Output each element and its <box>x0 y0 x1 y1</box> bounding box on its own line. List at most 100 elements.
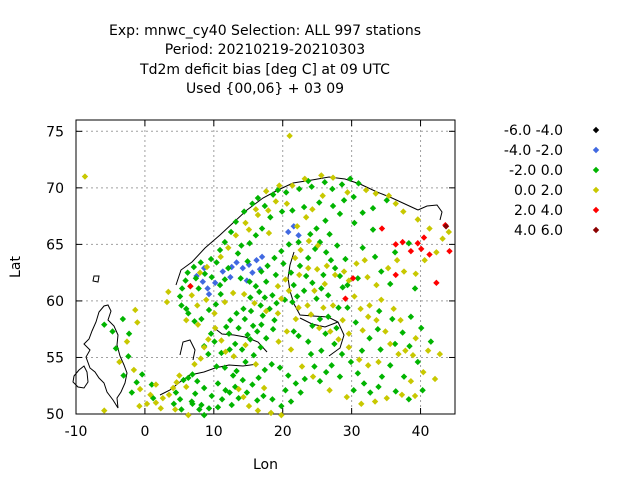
data-point <box>194 378 201 385</box>
data-point <box>276 364 284 371</box>
data-point <box>289 207 296 214</box>
data-point <box>414 216 421 223</box>
data-point <box>273 299 280 307</box>
data-point <box>372 190 379 197</box>
data-point <box>258 268 265 275</box>
data-point <box>101 407 108 414</box>
data-point <box>81 173 89 180</box>
data-point <box>339 316 346 324</box>
data-point <box>283 328 291 335</box>
data-point <box>229 372 237 379</box>
data-point <box>254 407 262 414</box>
legend-label: 4.0 6.0 <box>514 223 563 239</box>
data-point <box>213 259 220 266</box>
data-point <box>237 275 244 282</box>
data-point <box>329 302 337 309</box>
data-point <box>331 340 338 348</box>
data-point <box>255 374 262 382</box>
data-point <box>176 293 184 300</box>
data-point <box>322 330 329 337</box>
data-point <box>275 338 282 345</box>
data-point <box>130 366 138 374</box>
data-point <box>328 362 335 369</box>
data-point <box>322 368 330 376</box>
data-point <box>374 325 382 333</box>
data-point <box>109 328 116 335</box>
data-point <box>227 316 234 324</box>
data-point <box>258 321 265 328</box>
data-point <box>399 329 406 336</box>
data-point <box>203 296 210 303</box>
coastline-sweden-south <box>212 326 268 353</box>
data-point <box>240 290 248 298</box>
y-tick-label: 75 <box>46 124 64 140</box>
data-point <box>192 275 200 282</box>
data-point <box>344 189 351 196</box>
data-point <box>329 174 337 181</box>
data-point <box>233 259 240 266</box>
coastline-ireland <box>72 365 89 389</box>
data-point <box>407 247 415 255</box>
data-point <box>300 203 308 211</box>
data-point <box>395 350 402 358</box>
data-point <box>342 255 349 263</box>
data-point <box>227 228 235 236</box>
data-point <box>431 375 439 383</box>
coastline-great-britain <box>83 304 128 409</box>
legend-marker <box>592 146 600 154</box>
data-point <box>183 383 190 391</box>
data-point <box>191 318 198 325</box>
coastline-map <box>72 176 443 409</box>
data-point <box>336 373 344 380</box>
data-point <box>397 316 404 324</box>
data-point <box>350 193 357 201</box>
data-point <box>200 411 208 419</box>
data-point <box>377 346 384 353</box>
data-point <box>225 330 233 337</box>
data-point <box>194 302 201 309</box>
data-point <box>335 304 342 311</box>
data-point <box>229 289 237 297</box>
data-point <box>262 278 270 285</box>
data-point <box>384 264 392 272</box>
data-point <box>309 206 316 213</box>
data-point <box>407 378 415 385</box>
y-tick-label: 65 <box>46 237 64 253</box>
data-point <box>320 304 327 311</box>
data-point <box>272 198 280 205</box>
data-point <box>316 315 324 323</box>
data-point <box>242 358 249 366</box>
data-point <box>251 299 258 307</box>
data-point <box>260 384 268 392</box>
data-point <box>338 181 346 188</box>
data-point <box>296 271 303 279</box>
data-point <box>290 281 297 289</box>
data-point <box>200 384 208 392</box>
data-point <box>205 290 213 298</box>
data-point <box>309 373 317 380</box>
data-point <box>274 310 282 317</box>
data-point <box>340 268 348 275</box>
data-point <box>269 191 277 198</box>
data-point <box>364 313 372 320</box>
data-point <box>245 261 253 268</box>
data-point <box>420 368 427 376</box>
data-point <box>327 328 334 335</box>
data-point <box>414 240 421 247</box>
data-point <box>133 379 140 386</box>
x-tick-label: 10 <box>205 424 223 440</box>
data-point <box>305 338 312 345</box>
data-point <box>221 238 229 246</box>
data-point <box>258 253 266 261</box>
data-point <box>247 294 254 301</box>
data-point <box>169 384 177 392</box>
data-point <box>424 347 432 354</box>
data-point <box>420 234 428 241</box>
x-tick-label: 40 <box>412 424 430 440</box>
data-point <box>442 223 450 230</box>
data-point <box>271 316 278 324</box>
data-point <box>296 262 304 270</box>
data-point <box>123 338 131 345</box>
data-point <box>411 392 419 400</box>
